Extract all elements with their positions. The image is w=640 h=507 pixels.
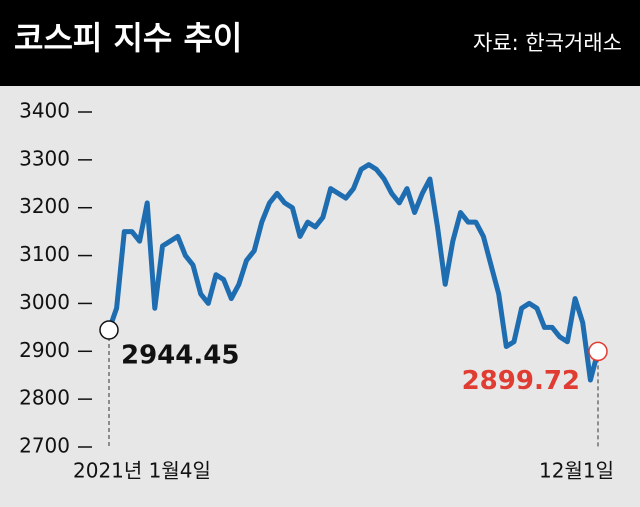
y-tick-label: 3300 [19, 146, 70, 170]
end-marker [588, 341, 608, 362]
y-tick-label: 2900 [19, 338, 70, 362]
y-tick-label: 3000 [19, 290, 70, 314]
start-marker [99, 320, 119, 340]
y-tick-label: 2800 [19, 386, 70, 410]
chart-title: 코스피 지수 추이 [14, 19, 242, 57]
header [0, 0, 640, 86]
y-tick-label: 3100 [19, 242, 70, 266]
y-tick-label: 3400 [19, 99, 70, 123]
x-tick-label: 12월1일 [539, 459, 614, 483]
y-tick-label: 3200 [19, 194, 70, 218]
value-label: 2944.45 [121, 341, 239, 371]
y-tick-label: 2700 [19, 434, 70, 458]
line [106, 162, 601, 383]
x-tick-label: 2021년 1월4일 [73, 459, 211, 483]
value-label: 2899.72 [462, 366, 580, 396]
source: 자료: 한국거래소 [473, 31, 622, 55]
